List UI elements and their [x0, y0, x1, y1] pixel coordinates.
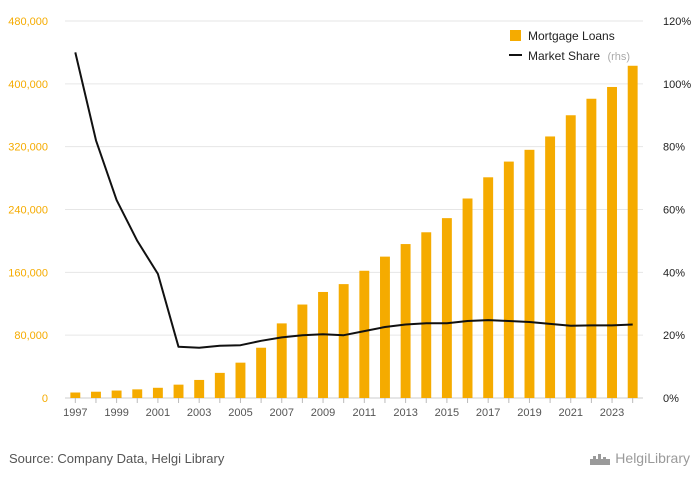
bar-2021 — [565, 115, 576, 398]
bar-2009 — [318, 291, 328, 398]
bar-2011 — [359, 270, 370, 398]
legend: Mortgage Loans Market Share (rhs) — [509, 29, 630, 64]
bar-2023 — [607, 86, 617, 398]
source-note: Source: Company Data, Helgi Library — [9, 451, 225, 466]
x-axis-tick-label: 2001 — [146, 407, 170, 419]
bar-2020 — [545, 136, 556, 399]
helgi-library-logo-icon — [590, 454, 611, 465]
x-axis-tick-label: 1999 — [104, 407, 128, 419]
bar-2002 — [173, 384, 184, 398]
market-share-line — [74, 52, 633, 349]
bar-2001 — [152, 387, 163, 398]
x-axis-tick-label: 2017 — [476, 407, 500, 419]
right-axis-tick-label: 20% — [663, 330, 685, 342]
x-axis-tick-label: 2005 — [228, 407, 252, 419]
left-axis-tick-label: 480,000 — [8, 16, 48, 28]
bar-2000 — [132, 389, 143, 398]
bar-2004 — [214, 372, 225, 398]
x-axis-tick-label: 2007 — [270, 407, 294, 419]
left-axis-tick-label: 320,000 — [8, 142, 48, 154]
x-axis-tick-label: 2013 — [393, 407, 417, 419]
left-axis-tick-label: 240,000 — [8, 205, 48, 217]
line-series-market-share — [74, 52, 633, 349]
x-axis-tick-label: 2021 — [559, 407, 583, 419]
brand-logo: HelgiLibrary — [589, 450, 690, 466]
legend-swatch-mortgage-loans — [510, 30, 521, 41]
x-axis-tick-label: 2009 — [311, 407, 335, 419]
bar-2015 — [441, 218, 452, 398]
bar-2003 — [194, 379, 205, 398]
right-axis-tick-label: 80% — [663, 142, 685, 154]
x-axis-tick-label: 1997 — [63, 407, 87, 419]
left-axis-tick-label: 400,000 — [8, 79, 48, 91]
x-axis-ticks: 1997 1999 2001 2003 2005 2007 2009 2011 2013 2015… — [63, 398, 634, 419]
bar-2019 — [524, 149, 535, 398]
left-axis-tick-label: 80,000 — [14, 330, 48, 342]
bar-2005 — [235, 362, 246, 398]
legend-label-mortgage-loans: Mortgage Loans — [528, 29, 615, 43]
bar-1998 — [91, 391, 101, 398]
bar-1997 — [70, 392, 81, 398]
chart: 0 80,000 160,000 240,000 320,000 400,000 480,0… — [8, 16, 691, 419]
bar-2007 — [276, 323, 287, 398]
left-axis-tick-label: 0 — [42, 393, 48, 405]
brand-name: HelgiLibrary — [615, 450, 690, 466]
bar-2018 — [503, 161, 514, 398]
legend-label-market-share-name: Market Share — [528, 49, 600, 63]
left-axis-ticks: 0 80,000 160,000 240,000 320,000 400,000 480,0… — [8, 16, 48, 405]
right-axis-tick-label: 60% — [663, 205, 685, 217]
x-axis-tick-label: 2023 — [600, 407, 624, 419]
legend-label-market-share-note: (rhs) — [607, 51, 630, 63]
bar-2008 — [297, 304, 308, 398]
bar-2016 — [462, 198, 473, 398]
x-axis-tick-label: 2003 — [187, 407, 211, 419]
legend-label-market-share: Market Share (rhs) — [528, 47, 630, 64]
bar-2022 — [586, 98, 597, 398]
right-axis-tick-label: 40% — [663, 267, 685, 279]
grid-lines — [65, 20, 643, 399]
bar-2010 — [338, 284, 349, 398]
right-axis-tick-label: 0% — [663, 393, 679, 405]
bar-2017 — [483, 177, 494, 398]
right-axis-ticks: 0% 20% 40% 60% 80% 100% 120% — [663, 16, 691, 405]
right-axis-tick-label: 100% — [663, 79, 691, 91]
right-axis-tick-label: 120% — [663, 16, 691, 28]
bar-2024 — [627, 65, 638, 399]
bar-2006 — [256, 347, 267, 398]
x-axis-tick-label: 2015 — [435, 407, 459, 419]
bar-series-mortgage-loans — [70, 65, 638, 399]
bar-2013 — [400, 244, 411, 398]
left-axis-tick-label: 160,000 — [8, 267, 48, 279]
bar-2014 — [421, 232, 432, 398]
x-axis-tick-label: 2011 — [352, 407, 376, 419]
bar-1999 — [111, 390, 122, 398]
x-axis-tick-label: 2019 — [517, 407, 541, 419]
